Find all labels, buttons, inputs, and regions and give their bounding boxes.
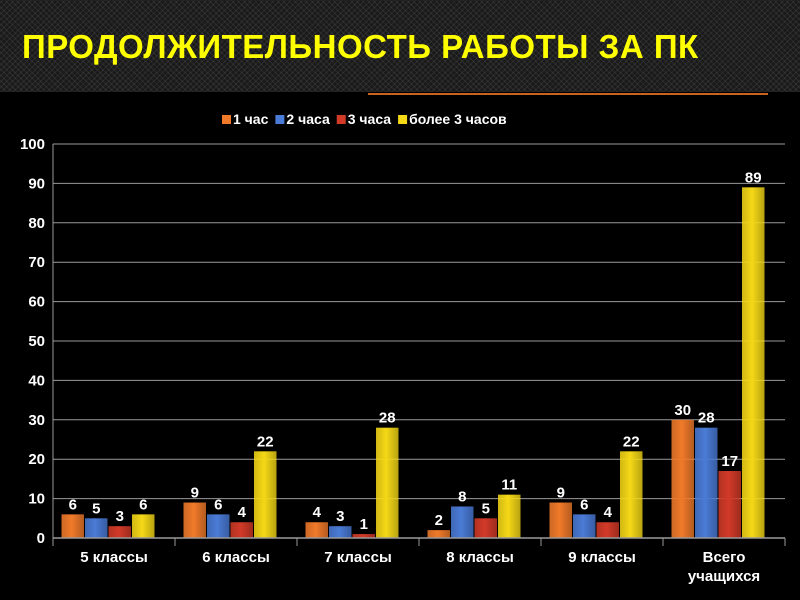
bar-value-label: 28: [379, 410, 396, 427]
bar: [183, 502, 206, 538]
bar-value-label: 8: [458, 488, 466, 505]
bar-value-label: 4: [238, 504, 247, 521]
bar: [427, 530, 450, 538]
bar-value-label: 2: [435, 512, 443, 529]
bar: [376, 427, 399, 538]
y-tick-label: 50: [28, 333, 45, 350]
bar-value-label: 89: [745, 169, 762, 186]
page-title: ПРОДОЛЖИТЕЛЬНОСТЬ РАБОТЫ ЗА ПК: [22, 28, 699, 65]
x-category-label: учащихся: [688, 568, 760, 585]
x-category-label: Всего: [703, 549, 746, 566]
bar-value-label: 11: [501, 477, 517, 494]
y-tick-label: 60: [28, 294, 45, 311]
bar-value-label: 5: [482, 500, 490, 517]
bar: [329, 526, 352, 538]
bar: [596, 522, 619, 538]
chart-gridlines: [53, 143, 785, 539]
bar-value-label: 6: [69, 496, 77, 513]
bar: [620, 451, 643, 538]
bar: [305, 522, 328, 538]
bar: [61, 514, 84, 538]
legend-swatch: [222, 115, 231, 124]
bar: [352, 534, 375, 538]
y-tick-label: 40: [28, 372, 45, 389]
legend-label: 2 часа: [286, 111, 330, 127]
x-category-label: 7 классы: [324, 549, 392, 566]
x-axis: 5 классы 6 классы 7 классы 8 классы 9 классы…: [52, 537, 786, 585]
bar-value-label: 4: [313, 504, 322, 521]
legend-swatch: [398, 115, 408, 124]
bar: [132, 514, 155, 538]
y-tick-label: 10: [28, 491, 45, 508]
bar: [742, 187, 765, 538]
legend-label: более 3 часов: [409, 111, 507, 127]
bar-value-label: 9: [191, 485, 199, 502]
x-category-label: 8 классы: [446, 549, 514, 566]
bar-value-label: 1: [360, 516, 368, 533]
y-tick-label: 90: [28, 175, 45, 192]
bar-value-label: 30: [674, 402, 691, 419]
y-axis: 0 10 20 30 40 50 60 70 80 90 100: [20, 136, 54, 547]
bar: [549, 502, 572, 538]
y-tick-label: 20: [28, 451, 45, 468]
bar: [671, 419, 694, 538]
title-banner: [0, 0, 800, 92]
bar-value-label: 9: [557, 485, 565, 502]
bar: [474, 518, 497, 538]
bar-value-label: 22: [257, 433, 274, 450]
title-underline: [368, 93, 768, 95]
bar-value-label: 5: [92, 500, 100, 517]
bar: [85, 518, 108, 538]
bar-value-label: 6: [214, 496, 222, 513]
bar: [695, 427, 718, 538]
legend-swatch: [336, 115, 346, 124]
chart-legend: 1 час 2 часа 3 часа более 3 часов: [222, 111, 507, 127]
bar: [207, 514, 230, 538]
bar-value-label: 6: [580, 496, 588, 513]
bar-value-label: 6: [139, 496, 147, 513]
bar-value-label: 4: [604, 504, 613, 521]
bar-value-label: 17: [721, 453, 738, 470]
bar-value-label: 3: [116, 508, 124, 525]
legend-label: 1 час: [233, 111, 269, 127]
legend-swatch: [275, 115, 285, 124]
bar: [498, 494, 521, 538]
x-category-label: 9 классы: [568, 549, 636, 566]
bar: [254, 451, 277, 538]
x-category-label: 5 классы: [80, 549, 148, 566]
bar: [108, 526, 131, 538]
bar: [451, 506, 474, 538]
bar: [573, 514, 596, 538]
legend-label: 3 часа: [348, 111, 392, 127]
chart-bars: [61, 187, 765, 538]
y-tick-label: 0: [37, 530, 45, 547]
bar: [718, 471, 741, 538]
x-category-label: 6 классы: [202, 549, 270, 566]
bar-value-label: 3: [336, 508, 344, 525]
bar-chart: 1 час 2 часа 3 часа более 3 часов 010203040…: [20, 111, 786, 585]
y-tick-label: 70: [28, 254, 45, 271]
bar-value-label: 28: [698, 410, 715, 427]
y-tick-label: 100: [20, 136, 45, 153]
y-tick-label: 30: [28, 412, 45, 429]
y-tick-label: 80: [28, 215, 45, 232]
bar-value-label: 22: [623, 433, 640, 450]
bar: [230, 522, 253, 538]
